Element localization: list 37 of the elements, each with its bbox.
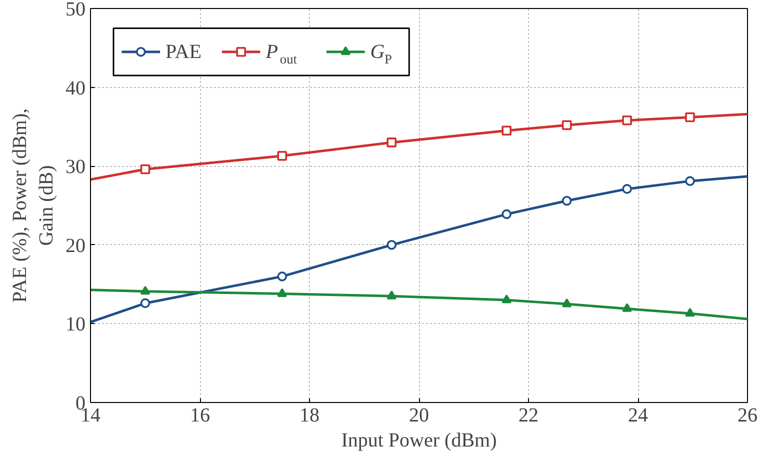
x-tick-label: 20 (409, 404, 429, 426)
y-tick-label: 10 (66, 314, 86, 336)
point (277, 288, 288, 297)
x-tick-label: 24 (628, 404, 648, 426)
x-axis-title: Input Power (dBm) (341, 430, 497, 452)
x-tick-label: 22 (518, 404, 538, 426)
point (386, 138, 397, 148)
y-tick-label: 50 (66, 0, 86, 20)
point (562, 120, 572, 130)
x-tick-label: 18 (300, 404, 320, 426)
y-tick-label: 20 (66, 234, 86, 257)
line-series (90, 112, 748, 181)
point (502, 294, 512, 304)
point (386, 290, 397, 300)
point (502, 209, 512, 220)
line-series (90, 175, 748, 324)
point (140, 286, 150, 295)
y-tick-label: 30 (66, 156, 86, 178)
y-tick-label: 40 (66, 77, 86, 100)
x-tick-label: 26 (738, 404, 758, 426)
y-axis-title: PAE (%), Power (dBm), Gain (dB) (9, 108, 58, 303)
point (502, 126, 512, 136)
point (277, 150, 288, 161)
point (685, 308, 695, 317)
point (685, 112, 695, 122)
legend-label: PAE (166, 40, 202, 63)
point (622, 115, 632, 126)
point (140, 164, 150, 174)
point (562, 298, 572, 308)
point (622, 184, 632, 194)
point (685, 176, 695, 186)
point (140, 298, 150, 308)
x-tick-label: 16 (190, 404, 210, 426)
point (562, 196, 572, 206)
point (277, 272, 288, 282)
point (386, 240, 397, 250)
point (622, 303, 632, 312)
